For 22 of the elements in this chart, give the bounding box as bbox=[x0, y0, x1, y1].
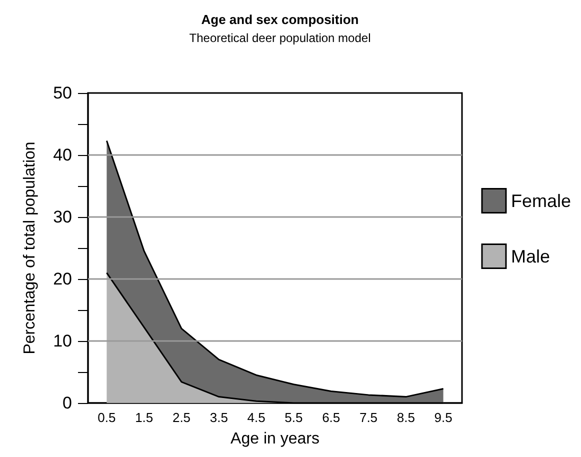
x-tick-label: 6.5 bbox=[322, 410, 340, 425]
legend-label: Male bbox=[510, 246, 550, 266]
x-axis-title: Age in years bbox=[230, 430, 320, 448]
x-tick-label: 5.5 bbox=[284, 410, 303, 425]
y-axis-title: Percentage of total population bbox=[22, 142, 38, 354]
x-tick-label: 0.5 bbox=[98, 410, 116, 425]
y-tick-label: 10 bbox=[53, 332, 72, 350]
x-tick-label: 3.5 bbox=[210, 410, 228, 425]
x-tick-label: 2.5 bbox=[172, 410, 191, 425]
x-tick-label: 7.5 bbox=[359, 410, 378, 425]
chart-title: Age and sex composition bbox=[201, 12, 359, 27]
chart-subtitle: Theoretical deer population model bbox=[189, 31, 371, 45]
y-tick-label: 40 bbox=[53, 146, 72, 164]
y-tick-label: 30 bbox=[53, 208, 72, 226]
legend-label: Female bbox=[510, 190, 572, 211]
x-tick-label: 4.5 bbox=[247, 410, 266, 425]
x-tick-label: 8.5 bbox=[396, 410, 415, 425]
x-tick-label: 1.5 bbox=[135, 410, 154, 425]
x-tick-label: 9.5 bbox=[434, 410, 452, 425]
y-tick-label: 20 bbox=[53, 270, 72, 288]
y-tick-label: 50 bbox=[53, 84, 72, 102]
y-tick-label: 0 bbox=[62, 394, 72, 412]
